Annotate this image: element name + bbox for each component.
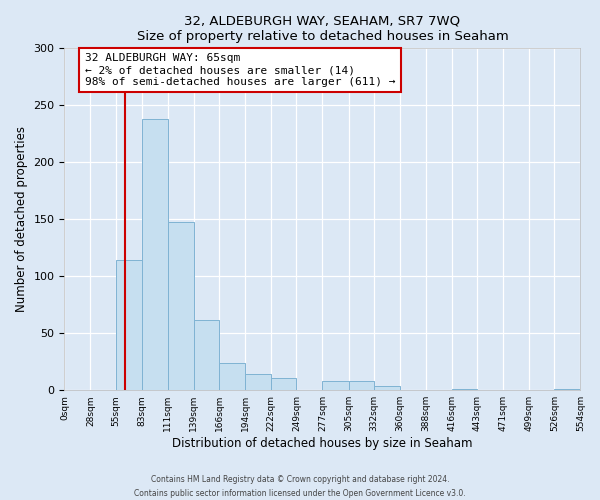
X-axis label: Distribution of detached houses by size in Seaham: Distribution of detached houses by size … xyxy=(172,437,473,450)
Bar xyxy=(116,260,142,390)
Bar xyxy=(554,389,580,390)
Bar xyxy=(349,381,374,390)
Bar xyxy=(374,386,400,390)
Bar xyxy=(322,381,349,390)
Bar xyxy=(245,374,271,390)
Bar xyxy=(142,119,168,390)
Title: 32, ALDEBURGH WAY, SEAHAM, SR7 7WQ
Size of property relative to detached houses : 32, ALDEBURGH WAY, SEAHAM, SR7 7WQ Size … xyxy=(137,15,508,43)
Y-axis label: Number of detached properties: Number of detached properties xyxy=(15,126,28,312)
Bar xyxy=(168,222,194,390)
Bar xyxy=(194,320,219,390)
Bar xyxy=(271,378,296,390)
Text: Contains HM Land Registry data © Crown copyright and database right 2024.
Contai: Contains HM Land Registry data © Crown c… xyxy=(134,476,466,498)
Bar xyxy=(219,363,245,390)
Bar xyxy=(452,389,477,390)
Text: 32 ALDEBURGH WAY: 65sqm
← 2% of detached houses are smaller (14)
98% of semi-det: 32 ALDEBURGH WAY: 65sqm ← 2% of detached… xyxy=(85,54,395,86)
